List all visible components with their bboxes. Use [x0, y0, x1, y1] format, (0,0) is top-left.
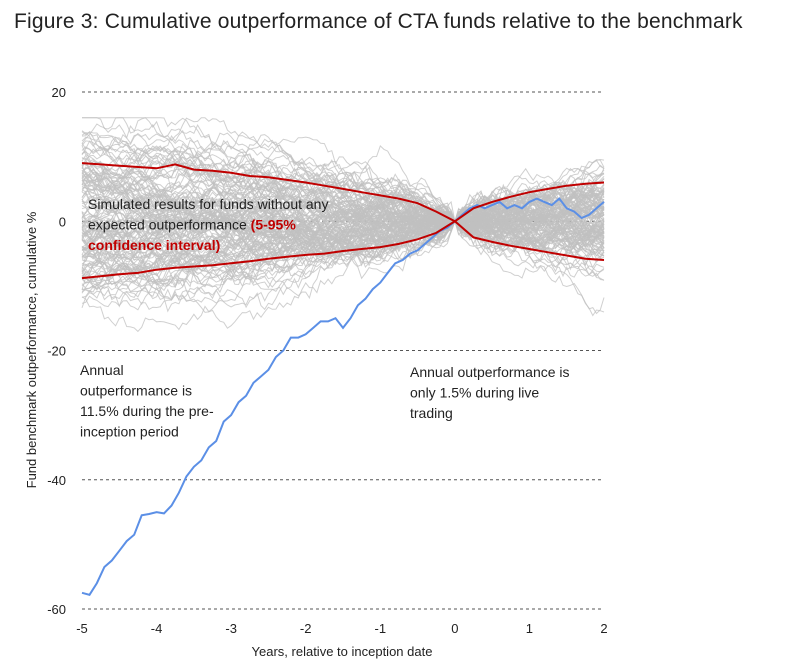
- simulated-path: [81, 189, 605, 274]
- simulated-path: [81, 208, 605, 263]
- simulated-path: [81, 201, 605, 277]
- x-tick-label: -3: [225, 621, 237, 636]
- simulated-path: [81, 189, 605, 251]
- x-tick-label: 2: [600, 621, 607, 636]
- annotation-pre: Annual outperformance is 11.5% during the …: [80, 362, 214, 440]
- simulated-path: [81, 194, 605, 265]
- simulated-path: [81, 134, 605, 249]
- y-tick-label: 0: [59, 214, 66, 229]
- annotations: Simulated results for funds without any e…: [80, 196, 570, 440]
- y-tick-label: -40: [47, 473, 66, 488]
- simulated-path: [81, 206, 605, 266]
- simulated-path: [81, 134, 604, 241]
- chart-title: Figure 3: Cumulative outperformance of C…: [14, 10, 743, 33]
- x-tick-label: -4: [151, 621, 163, 636]
- y-axis-label: Fund benchmark outperformance, cumulativ…: [24, 211, 39, 488]
- simulated-lines: [81, 117, 605, 333]
- annotation-live: Annual outperformance is only 1.5% during…: [410, 364, 570, 421]
- series-line-lower: [81, 220, 605, 280]
- x-tick-labels: -5 -4 -3 -2 -1 0 1 2: [76, 621, 607, 636]
- simulated-path: [81, 131, 605, 224]
- y-tick-label: 20: [52, 85, 66, 100]
- series-lines: [81, 162, 605, 596]
- simulated-path: [81, 146, 605, 249]
- y-tick-label: -60: [47, 602, 66, 617]
- simulated-path: [81, 199, 605, 260]
- x-tick-label: -2: [300, 621, 312, 636]
- y-tick-labels: 20 0 -20 -40 -60: [47, 85, 66, 617]
- simulated-path: [81, 199, 605, 270]
- simulated-path: [81, 131, 605, 250]
- simulated-path: [81, 210, 605, 273]
- series-line-upper: [81, 162, 605, 223]
- x-tick-label: -1: [375, 621, 387, 636]
- annotation-simulated: Simulated results for funds without any e…: [88, 196, 328, 253]
- simulated-path: [81, 149, 605, 234]
- x-axis-label: Years, relative to inception date: [252, 644, 433, 659]
- x-tick-label: -5: [76, 621, 88, 636]
- x-tick-label: 0: [451, 621, 458, 636]
- series-line-fund: [81, 197, 605, 596]
- y-tick-label: -20: [47, 344, 66, 359]
- x-tick-label: 1: [526, 621, 533, 636]
